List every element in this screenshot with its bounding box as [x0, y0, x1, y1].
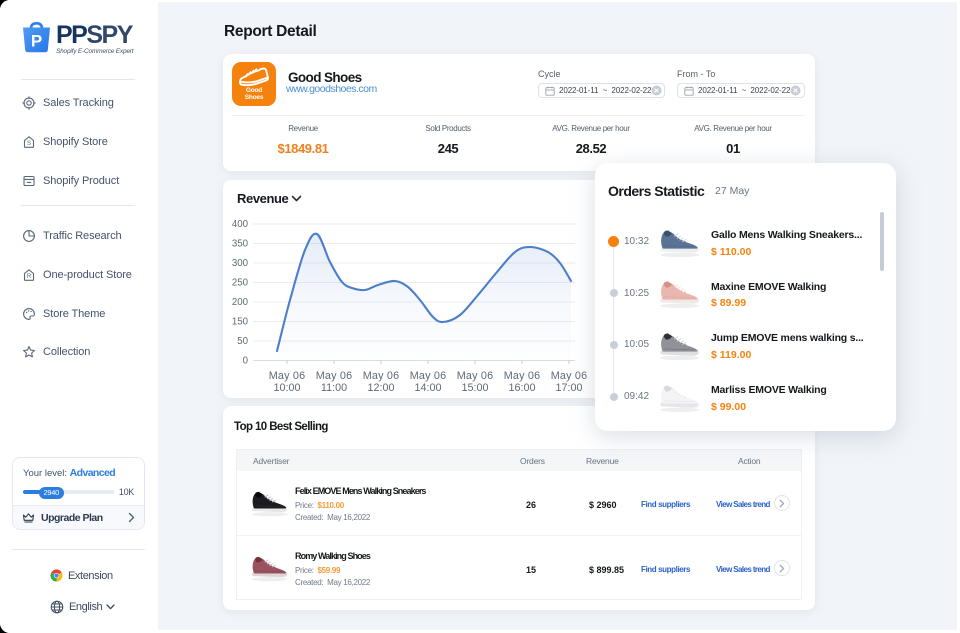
svg-text:200: 200 — [232, 297, 249, 308]
svg-text:May 06: May 06 — [316, 370, 353, 382]
svg-text:May 06: May 06 — [551, 370, 588, 382]
svg-text:May 06: May 06 — [504, 370, 541, 382]
svg-text:250: 250 — [232, 278, 249, 289]
svg-text:50: 50 — [237, 336, 248, 347]
svg-text:350: 350 — [232, 239, 249, 250]
svg-text:May 06: May 06 — [269, 370, 306, 382]
svg-text:150: 150 — [232, 317, 249, 328]
svg-text:400: 400 — [232, 219, 249, 230]
svg-text:14:00: 14:00 — [414, 382, 441, 394]
svg-text:15:00: 15:00 — [461, 382, 488, 394]
svg-text:10:00: 10:00 — [273, 382, 300, 394]
svg-text:16:00: 16:00 — [508, 382, 535, 394]
svg-text:R: R — [27, 274, 32, 280]
svg-text:17:00: 17:00 — [555, 382, 582, 394]
svg-text:0: 0 — [243, 356, 249, 367]
svg-text:S: S — [27, 140, 32, 147]
svg-text:300: 300 — [232, 258, 249, 269]
svg-text:12:00: 12:00 — [367, 382, 394, 394]
svg-text:P: P — [31, 32, 42, 51]
svg-text:May 06: May 06 — [457, 370, 494, 382]
svg-text:May 06: May 06 — [410, 370, 447, 382]
svg-text:May 06: May 06 — [363, 370, 400, 382]
svg-text:11:00: 11:00 — [321, 382, 347, 394]
